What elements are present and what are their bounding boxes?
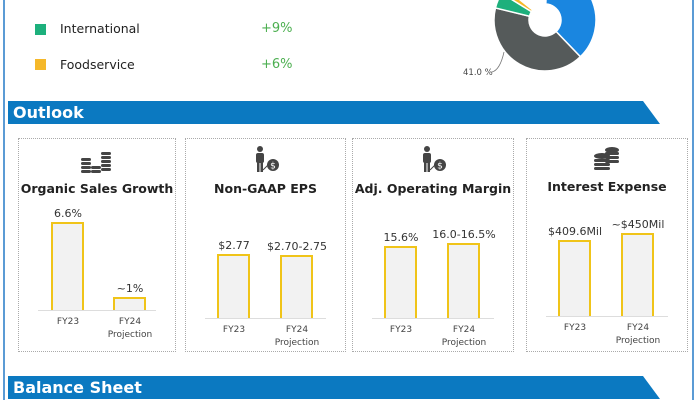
x-label-fy23-text: FY23	[389, 325, 413, 335]
page-frame	[3, 0, 694, 400]
svg-text:$: $	[437, 162, 443, 172]
x-label-fy23: FY23	[366, 324, 436, 337]
x-label-fy23: FY23	[199, 324, 269, 337]
bar-non-gaap-eps-fy23	[217, 254, 250, 318]
panel-non-gaap-eps	[185, 138, 346, 352]
x-label-fy24-text: FY24	[285, 325, 309, 335]
donut-chart	[493, 0, 597, 72]
x-label-fy24-text: FY24	[452, 325, 476, 335]
x-label-fy23-text: FY23	[222, 325, 246, 335]
panel-interest-expense	[526, 138, 688, 352]
donut-slice-0	[545, 0, 597, 58]
legend-swatch-international	[35, 24, 46, 35]
coins-stack-icon	[81, 150, 113, 180]
bar-value-label: 15.6%	[383, 231, 419, 244]
chart-baseline	[38, 310, 156, 311]
chart-baseline	[372, 318, 494, 319]
chart-baseline	[205, 318, 326, 319]
x-label-projection: Projection	[615, 336, 661, 346]
pie-leader-line	[491, 51, 505, 73]
legend-growth-foodservice: +6%	[261, 57, 293, 72]
bar-interest-expense-fy24	[621, 233, 654, 316]
bar-organic-sales-growth-fy24	[113, 297, 146, 310]
chart-baseline	[546, 316, 668, 317]
x-label-fy24: FY24 Projection	[603, 322, 673, 348]
x-label-projection: Projection	[274, 338, 320, 348]
svg-text:$: $	[270, 162, 276, 172]
panel-title-non-gaap-eps: Non-GAAP EPS	[214, 181, 317, 196]
bar-adj-operating-margin-fy23	[384, 246, 417, 318]
bar-adj-operating-margin-fy24	[447, 243, 480, 318]
x-label-fy23: FY23	[540, 322, 610, 335]
x-label-fy23-text: FY23	[563, 323, 587, 333]
panel-title-organic-sales-growth: Organic Sales Growth	[20, 181, 174, 196]
legend-label-international: International	[60, 21, 140, 36]
person-dollar-icon: $	[251, 146, 281, 178]
x-label-fy24: FY24 Projection	[95, 316, 165, 342]
bar-value-label: $2.70-2.75	[267, 240, 327, 253]
bar-value-label: $2.77	[218, 239, 250, 252]
x-label-fy24: FY24 Projection	[262, 324, 332, 350]
x-label-fy23-text: FY23	[56, 317, 80, 327]
bar-value-label: ~1%	[116, 282, 144, 295]
x-label-fy24-text: FY24	[626, 323, 650, 333]
legend-label-foodservice: Foodservice	[60, 57, 135, 72]
section-banner-balance-sheet: Balance Sheet	[8, 376, 660, 399]
x-label-fy24-text: FY24	[118, 317, 142, 327]
bar-value-label: 6.6%	[54, 207, 82, 220]
bar-value-label: ~$450Mil	[611, 218, 665, 231]
pie-label-41: 41.0 %	[463, 68, 493, 78]
panel-organic-sales-growth	[18, 138, 176, 352]
legend-growth-international: +9%	[261, 21, 293, 36]
panel-title-adj-operating-margin: Adj. Operating Margin	[354, 181, 512, 196]
x-label-projection: Projection	[441, 338, 487, 348]
donut-slice-1	[493, 7, 582, 72]
donut-slice-3	[511, 0, 534, 13]
database-coins-icon	[592, 146, 622, 176]
bar-value-label: $409.6Mil	[547, 225, 603, 238]
legend-swatch-foodservice	[35, 59, 46, 70]
x-label-fy23: FY23	[33, 316, 103, 329]
bar-non-gaap-eps-fy24	[280, 255, 313, 318]
person-dollar-icon: $	[418, 146, 448, 178]
x-label-fy24: FY24 Projection	[429, 324, 499, 350]
section-banner-outlook: Outlook	[8, 101, 660, 124]
bar-value-label: 16.0-16.5%	[432, 228, 496, 241]
bar-organic-sales-growth-fy23	[51, 222, 84, 310]
bar-interest-expense-fy23	[558, 240, 591, 316]
x-label-projection: Projection	[107, 330, 153, 340]
panel-title-interest-expense: Interest Expense	[547, 179, 667, 194]
panel-adj-operating-margin	[352, 138, 514, 352]
